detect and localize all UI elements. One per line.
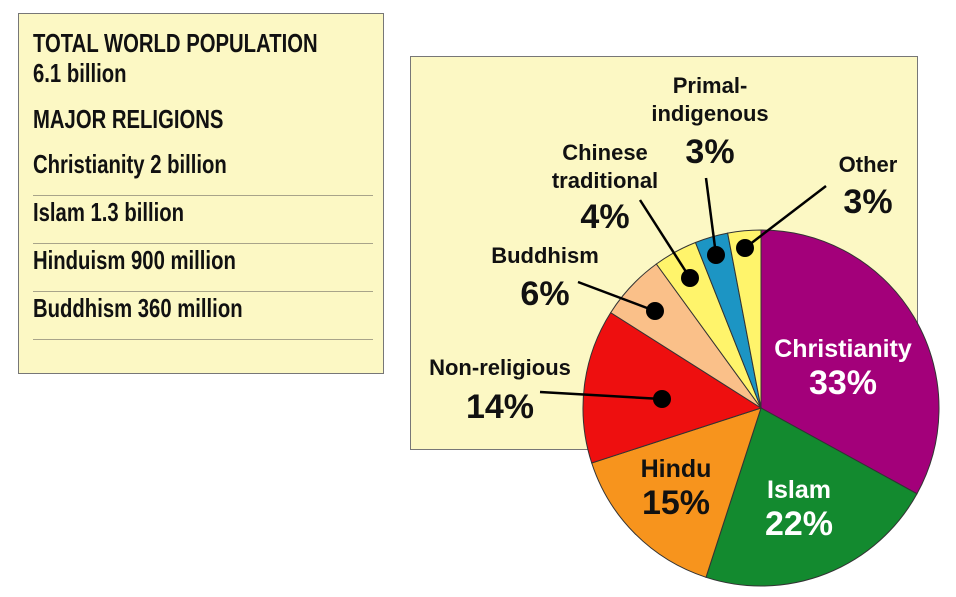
population-value: 6.1 billion (33, 58, 127, 88)
slice-value-islam: 22% (765, 505, 833, 543)
slice-label-islam: Islam (767, 476, 831, 504)
slice-value-hindu: 15% (642, 484, 710, 522)
slice-label-christianity: Christianity (774, 335, 912, 363)
slice-value-buddhism: 6% (520, 275, 569, 313)
leader-dot-buddhism (646, 302, 664, 320)
leader-dot-chinese-traditional (681, 269, 699, 287)
leader-dot-other (736, 239, 754, 257)
slice-label-other: Other (839, 152, 898, 177)
religion-row-christianity: Christianity 2 billion (33, 148, 373, 196)
pie-slices (582, 229, 940, 587)
pie-slice-hindu (591, 407, 762, 578)
slice-value-chinese-traditional: 4% (580, 198, 629, 236)
slice-label-non-religious: Non-religious (429, 355, 571, 380)
religion-row-islam: Islam 1.3 billion (33, 196, 373, 244)
leader-lines (539, 177, 827, 408)
leader-line-other (744, 185, 827, 249)
population-heading: TOTAL WORLD POPULATION (33, 28, 318, 58)
leader-dot-non-religious (653, 390, 671, 408)
pie-slice-christianity (760, 229, 940, 495)
slice-value-other: 3% (843, 183, 892, 221)
slice-value-primal-indigenous: 3% (685, 133, 734, 171)
pie-slice-islam (705, 407, 918, 587)
leader-dot-primal-indigenous (707, 246, 725, 264)
leader-line-non-religious (539, 390, 663, 401)
religion-count: Hinduism 900 million (33, 245, 236, 275)
religion-count: Islam 1.3 billion (33, 197, 185, 227)
leader-line-buddhism (577, 280, 656, 313)
religion-row-hinduism: Hinduism 900 million (33, 244, 373, 292)
religion-count: Buddhism 360 million (33, 293, 243, 323)
slice-label-chinese-traditional: Chinese traditional (552, 140, 658, 193)
religions-heading: MAJOR RELIGIONS (33, 104, 224, 134)
slice-label-primal-indigenous: Primal-indigenous (651, 73, 768, 126)
religion-row-buddhism: Buddhism 360 million (33, 292, 373, 340)
leader-line-primal-indigenous (704, 177, 718, 256)
slice-label-buddhism: Buddhism (491, 243, 599, 268)
religion-count: Christianity 2 billion (33, 149, 227, 179)
slice-label-hindu: Hindu (641, 455, 712, 483)
leader-line-chinese-traditional (638, 199, 692, 279)
world-population-info-box: TOTAL WORLD POPULATION 6.1 billion MAJOR… (18, 13, 384, 374)
slice-value-non-religious: 14% (466, 388, 534, 426)
pie-slice-other (727, 229, 762, 409)
slice-value-christianity: 33% (809, 364, 877, 402)
pie-slice-non-religious (582, 311, 763, 464)
